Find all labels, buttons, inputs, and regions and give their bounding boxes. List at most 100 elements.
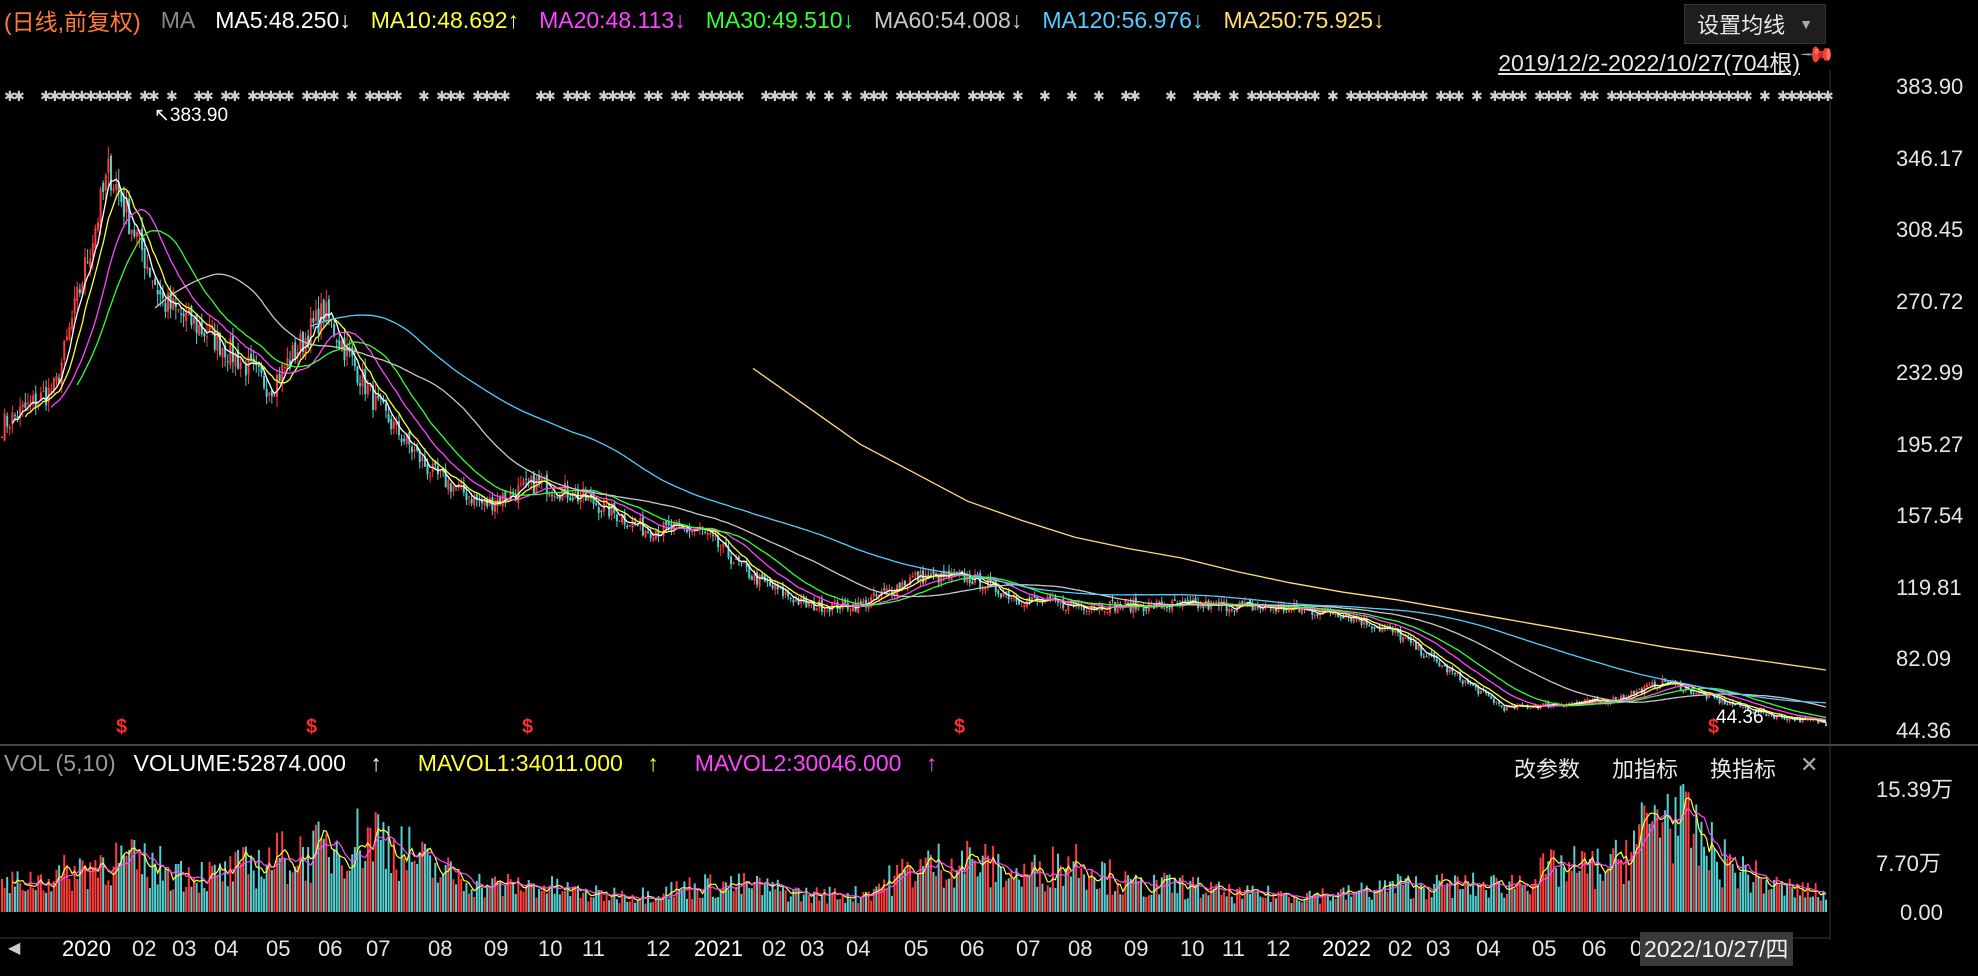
event-marker: ✱ bbox=[148, 88, 160, 104]
volume-bar bbox=[1165, 874, 1168, 912]
volume-bar bbox=[1415, 876, 1418, 912]
volume-bar bbox=[1513, 888, 1516, 912]
volume-bar bbox=[1254, 893, 1257, 912]
event-marker: ✱ bbox=[328, 88, 340, 104]
volume-bar bbox=[99, 855, 102, 912]
event-marker: ✱ bbox=[103, 88, 115, 104]
volume-bar bbox=[1062, 885, 1065, 912]
low-price-label: 44.36 bbox=[1716, 707, 1764, 728]
event-marker: ✱ bbox=[994, 88, 1006, 104]
x-tick-label: 09 bbox=[1124, 936, 1149, 961]
candle-body bbox=[1544, 702, 1547, 704]
volume-bar bbox=[1482, 881, 1485, 912]
candle-body bbox=[257, 364, 260, 367]
candle-body bbox=[1464, 680, 1467, 683]
volume-bar bbox=[1490, 876, 1493, 912]
candle-body bbox=[1020, 605, 1023, 607]
volume-bar bbox=[1492, 874, 1495, 912]
volume-bar bbox=[701, 897, 704, 912]
volume-bar bbox=[112, 866, 115, 912]
volume-bar bbox=[128, 849, 131, 912]
s-marker-icon[interactable]: $ bbox=[306, 716, 318, 738]
volume-bar bbox=[1308, 890, 1311, 912]
candle-body bbox=[403, 438, 406, 442]
volume-bar bbox=[211, 865, 214, 912]
date-range-label[interactable]: 2019/12/2-2022/10/27(704根) bbox=[1498, 50, 1800, 76]
s-marker-icon[interactable]: $ bbox=[522, 716, 534, 738]
volume-bar bbox=[802, 894, 805, 912]
volume-bar bbox=[979, 872, 982, 912]
volume-bar bbox=[434, 862, 437, 912]
volume-bar bbox=[301, 847, 304, 912]
candle-body bbox=[1368, 624, 1371, 626]
candle-body bbox=[945, 572, 948, 577]
volume-bar bbox=[688, 877, 691, 912]
volume-bar bbox=[750, 888, 753, 912]
volume-bar bbox=[32, 888, 35, 912]
event-marker: ✱ bbox=[1012, 88, 1024, 104]
volume-bar bbox=[1007, 878, 1010, 912]
volume-bar bbox=[385, 868, 387, 912]
add-indicator-button[interactable]: 加指标 bbox=[1612, 757, 1679, 782]
candle-body bbox=[1466, 680, 1469, 684]
volume-bar bbox=[237, 849, 240, 912]
ma-legend: (日线,前复权) MA MA5:48.250↓ MA10:48.692↑ MA20:… bbox=[4, 6, 1405, 36]
candle-body bbox=[115, 183, 118, 190]
volume-bar bbox=[390, 873, 393, 912]
volume-bar bbox=[763, 884, 766, 912]
s-marker-icon[interactable]: $ bbox=[954, 716, 966, 738]
candle-body bbox=[1417, 644, 1420, 650]
volume-bar bbox=[1692, 833, 1695, 912]
volume-bar bbox=[1249, 894, 1251, 912]
volume-bar bbox=[1505, 893, 1508, 912]
event-marker: ✱ bbox=[895, 88, 907, 104]
s-marker-icon[interactable]: $ bbox=[116, 716, 128, 738]
candle-body bbox=[356, 366, 359, 384]
volume-bar bbox=[1651, 821, 1654, 912]
candle-body bbox=[657, 530, 660, 537]
volume-bar bbox=[1230, 896, 1233, 912]
candle-body bbox=[1005, 592, 1008, 594]
volume-bar bbox=[691, 898, 694, 912]
volume-bar bbox=[1723, 839, 1726, 912]
volume-bar bbox=[1578, 870, 1581, 912]
candle-body bbox=[1274, 607, 1277, 612]
candle-body bbox=[156, 289, 159, 295]
volume-bar bbox=[1412, 898, 1415, 912]
volume-bar bbox=[530, 883, 533, 912]
volume-bar bbox=[553, 893, 556, 912]
candle-body bbox=[636, 524, 639, 526]
candle-body bbox=[849, 610, 852, 612]
volume-bar bbox=[1067, 856, 1070, 912]
volume-bar bbox=[654, 899, 657, 912]
switch-indicator-button[interactable]: 换指标 bbox=[1710, 757, 1777, 782]
candle-body bbox=[169, 291, 172, 309]
close-icon[interactable]: ✕ bbox=[1800, 752, 1819, 777]
s-marker-icon[interactable]: $ bbox=[1708, 716, 1720, 738]
candle-body bbox=[688, 529, 691, 532]
edit-params-button[interactable]: 改参数 bbox=[1514, 757, 1581, 782]
volume-bar bbox=[880, 887, 883, 912]
set-ma-button[interactable]: 设置均线 ▼ bbox=[1684, 4, 1826, 44]
candle-body bbox=[299, 333, 302, 351]
ma-item-3: MA30:49.510↓ bbox=[705, 6, 855, 33]
event-marker: ✱ bbox=[1669, 88, 1681, 104]
candle-body bbox=[735, 556, 738, 561]
volume-bar bbox=[260, 876, 263, 912]
x-tick-label: 04 bbox=[1476, 936, 1501, 961]
volume-bar bbox=[314, 824, 317, 912]
scroll-left-icon[interactable]: ◀ bbox=[8, 940, 21, 957]
candle-body bbox=[312, 317, 315, 323]
volume-bar bbox=[410, 861, 413, 912]
volume-bar bbox=[1575, 872, 1578, 912]
volume-bar bbox=[416, 863, 419, 912]
volume-bar bbox=[1796, 883, 1799, 912]
event-marker: ✱ bbox=[841, 88, 853, 104]
volume-bar bbox=[940, 869, 943, 912]
volume-bar bbox=[1303, 900, 1306, 912]
candle-body bbox=[58, 377, 61, 384]
volume-bar bbox=[1199, 897, 1202, 912]
volume-bar bbox=[377, 814, 380, 912]
volume-bars bbox=[1, 784, 1827, 912]
candle-body bbox=[683, 525, 686, 529]
